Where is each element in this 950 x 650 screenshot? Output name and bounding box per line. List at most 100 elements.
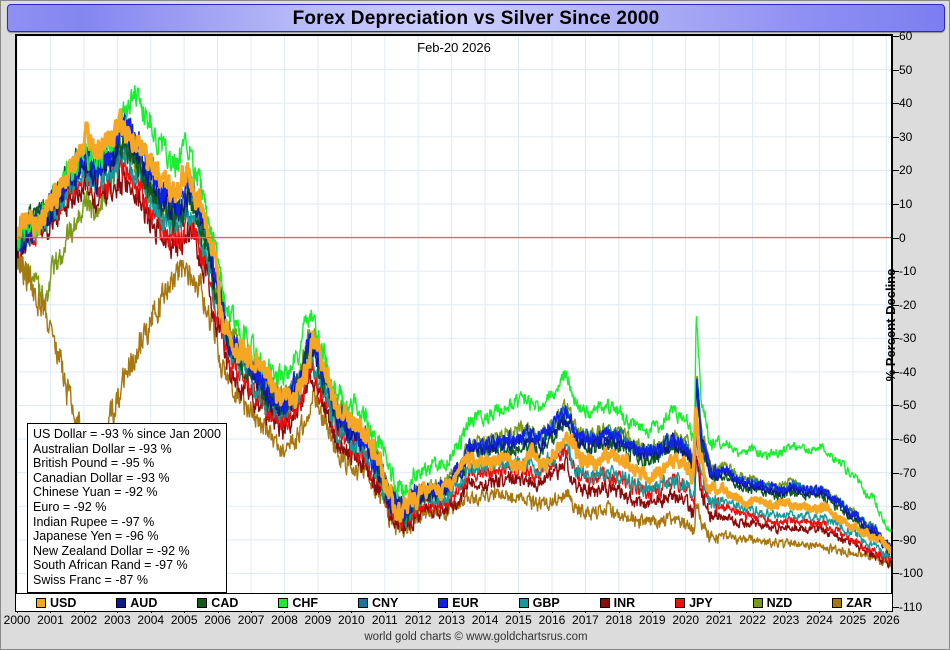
y-tick-label: -70 <box>899 465 917 480</box>
legend-swatch-chf-icon <box>278 597 289 608</box>
legend-label: CHF <box>292 595 319 610</box>
legend-swatch-usd-icon <box>35 597 46 608</box>
x-tick-label: 2017 <box>572 613 599 627</box>
x-tick-label: 2012 <box>404 613 432 627</box>
series-legend: USD AUD CAD CHF CNY EUR GBP INR JPY NZD ZAR <box>15 593 893 612</box>
value-legend-box: US Dollar = -93 % since Jan 2000 Australi… <box>27 423 227 593</box>
x-tick-label: 2011 <box>371 613 398 627</box>
y-tick-label: -100 <box>899 566 924 581</box>
x-tick-label: 2009 <box>304 613 332 627</box>
y-tick-label: 40 <box>899 96 913 111</box>
y-tick-mark <box>893 405 899 407</box>
series-line-eur <box>17 109 891 548</box>
x-tick-label: 2014 <box>471 613 499 627</box>
y-tick-mark <box>893 69 899 71</box>
footer-credit: world gold charts © www.goldchartsrus.co… <box>364 631 588 643</box>
data-series-group <box>17 85 891 569</box>
legend-entry-cad[interactable]: CAD <box>197 596 238 610</box>
value-legend-line: Indian Rupee = -97 % <box>33 514 155 529</box>
y-tick-mark <box>893 472 899 474</box>
x-tick-label: 2018 <box>605 613 633 627</box>
y-tick-mark <box>893 103 899 105</box>
y-tick-mark <box>893 136 899 138</box>
legend-label: CNY <box>371 595 399 610</box>
legend-entry-gbp[interactable]: GBP <box>518 596 560 610</box>
value-legend-line: Japanese Yen = -96 % <box>33 529 159 544</box>
x-tick-label: 2015 <box>505 613 532 627</box>
value-legend-line: Swiss Franc = -87 % <box>33 572 148 587</box>
x-tick-label: 2013 <box>438 613 466 627</box>
legend-swatch-gbp-icon <box>518 597 529 608</box>
y-tick-label: 50 <box>899 62 913 77</box>
y-tick-mark <box>893 170 899 172</box>
y-axis-label: % Percent Decline <box>883 268 899 382</box>
value-legend-line: British Pound = -95 % <box>33 456 155 471</box>
y-tick-label: -90 <box>899 532 917 547</box>
legend-entry-eur[interactable]: EUR <box>438 595 479 610</box>
y-tick-label: 60 <box>899 29 913 43</box>
x-tick-label: 2022 <box>739 613 766 627</box>
x-tick-label: 2006 <box>204 613 231 627</box>
x-tick-label: 2004 <box>137 613 165 627</box>
legend-entry-chf[interactable]: CHF <box>278 596 318 610</box>
y-tick-mark <box>893 607 899 608</box>
y-tick-label: 30 <box>899 129 913 144</box>
legend-entry-usd[interactable]: USD <box>35 595 77 610</box>
legend-swatch-nzd-icon <box>752 597 763 608</box>
y-tick-mark <box>893 539 899 541</box>
y-tick-label: 0 <box>899 230 906 245</box>
y-tick-label: 20 <box>899 163 913 178</box>
legend-entry-jpy[interactable]: JPY <box>675 596 713 610</box>
y-tick-label: -20 <box>899 297 917 312</box>
legend-swatch-zar-icon <box>832 597 843 608</box>
chart-svg <box>17 36 891 607</box>
x-tick-label: 2023 <box>772 613 800 627</box>
series-line-inr <box>17 162 891 569</box>
value-legend-line: Canadian Dollar = -93 % <box>33 470 170 485</box>
legend-swatch-aud-icon <box>116 597 127 608</box>
y-tick-mark <box>893 338 899 340</box>
value-legend-line: Chinese Yuan = -92 % <box>33 485 158 500</box>
x-tick-label: 2007 <box>237 613 265 627</box>
y-tick-label: -80 <box>899 499 917 514</box>
legend-swatch-jpy-icon <box>675 597 686 608</box>
x-tick-label: 2002 <box>70 613 98 627</box>
legend-swatch-cny-icon <box>357 597 368 608</box>
legend-label: INR <box>613 595 636 610</box>
y-tick-label: -110 <box>899 600 923 614</box>
x-tick-label: 2019 <box>638 613 666 627</box>
y-tick-label: 10 <box>899 196 913 211</box>
value-legend-line: US Dollar = -93 % since Jan 2000 <box>33 427 221 441</box>
legend-entry-aud[interactable]: AUD <box>116 596 157 610</box>
legend-entry-inr[interactable]: INR <box>599 595 636 610</box>
x-tick-label: 2020 <box>672 613 700 627</box>
value-legend-line: Australian Dollar = -93 % <box>33 441 172 456</box>
legend-swatch-inr-icon <box>599 597 610 608</box>
y-tick-label: -40 <box>899 364 917 379</box>
legend-label: USD <box>49 595 77 610</box>
x-tick-label: 2025 <box>839 613 867 627</box>
legend-entry-cny[interactable]: CNY <box>357 595 399 610</box>
y-tick-label: -60 <box>899 432 917 447</box>
x-tick-label: 2016 <box>538 613 566 627</box>
legend-swatch-eur-icon <box>438 597 449 608</box>
legend-swatch-cad-icon <box>197 597 208 608</box>
y-tick-mark <box>893 36 899 37</box>
x-tick-label: 2001 <box>37 613 64 627</box>
value-legend-line: South African Rand = -97 % <box>33 558 188 573</box>
series-line-usd <box>17 108 891 554</box>
legend-entry-zar[interactable]: ZAR <box>832 596 872 610</box>
y-tick-mark <box>893 439 899 441</box>
value-legend-line: Euro = -92 % <box>33 499 107 514</box>
y-tick-mark <box>893 573 899 575</box>
y-tick-mark <box>893 371 899 373</box>
x-tick-label: 2010 <box>337 613 365 627</box>
x-tick-label: 2008 <box>271 613 298 627</box>
y-tick-label: -10 <box>899 264 917 279</box>
y-tick-label: -30 <box>899 331 917 346</box>
x-tick-label: 2021 <box>705 613 733 627</box>
legend-entry-nzd[interactable]: NZD <box>752 596 792 610</box>
x-tick-label: 2024 <box>806 613 833 627</box>
legend-label: EUR <box>452 595 479 610</box>
